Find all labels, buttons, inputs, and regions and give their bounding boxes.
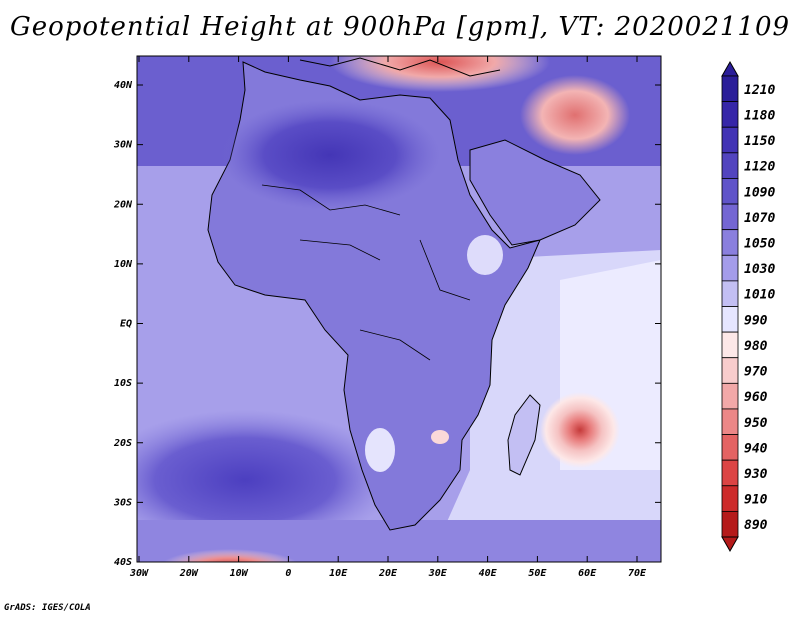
map-panel <box>137 56 661 562</box>
lon-tick-label: 10W <box>230 568 249 579</box>
colorbar-swatch <box>721 101 739 128</box>
lat-tick-label: 20N <box>113 199 133 210</box>
lat-tick-label: 40S <box>114 557 132 568</box>
colorbar: 1210 1180 1150 1120 1090 1070 1050 1030 1010 990 9… <box>721 60 775 553</box>
colorbar-label: 1010 <box>744 288 775 303</box>
colorbar-label: 1090 <box>744 185 775 200</box>
latitude-axis: 40N 30N 20N 10N EQ 10S 20S 30S 40S <box>113 80 661 568</box>
colorbar-swatch <box>721 485 739 512</box>
colorbar-swatch <box>721 75 739 103</box>
colorbar-label: 960 <box>744 390 768 405</box>
colorbar-swatch <box>721 126 739 154</box>
colorbar-label: 1210 <box>744 83 775 98</box>
south-atlantic-high <box>137 410 395 550</box>
madagascar-land <box>507 394 541 476</box>
colorbar-swatch <box>721 382 739 410</box>
grads-credit: GrADS: IGES/COLA <box>4 603 91 613</box>
colorbar-label: 970 <box>744 365 768 380</box>
map-title: Geopotential Height at 900hPa [gpm], VT:… <box>9 12 791 42</box>
colorbar-label: 890 <box>744 518 768 533</box>
lon-tick-label: 10E <box>329 568 348 579</box>
colorbar-top-arrow <box>721 60 739 77</box>
lon-tick-label: 20E <box>378 568 398 579</box>
middle-east-low <box>520 75 630 155</box>
lat-tick-label: 10S <box>114 378 132 389</box>
colorbar-label: 910 <box>744 493 768 508</box>
lon-tick-label: 70E <box>628 568 647 579</box>
lon-tick-label: 20W <box>179 568 199 579</box>
lon-tick-label: 60E <box>578 568 597 579</box>
colorbar-swatch <box>721 178 739 205</box>
lon-tick-label: 30W <box>129 568 149 579</box>
lon-tick-label: 50E <box>528 568 547 579</box>
colorbar-swatch <box>721 357 739 384</box>
colorbar-label: 950 <box>744 416 768 431</box>
colorbar-swatch <box>721 229 739 256</box>
lat-tick-label: EQ <box>120 319 132 330</box>
lon-tick-label: 40E <box>479 568 498 579</box>
colorbar-label: 1050 <box>744 236 775 251</box>
colorbar-swatch <box>721 459 739 487</box>
lon-tick-label: 30E <box>428 568 448 579</box>
colorbar-swatch <box>721 306 739 333</box>
colorbar-label: 1030 <box>744 262 775 277</box>
colorbar-swatch <box>721 254 739 282</box>
colorbar-swatch <box>721 203 739 231</box>
colorbar-bottom-arrow <box>721 536 739 553</box>
southern-africa-small-low <box>431 430 449 444</box>
colorbar-label: 990 <box>744 313 768 328</box>
sahara-high <box>220 100 440 210</box>
colorbar-label: 980 <box>744 339 768 354</box>
colorbar-label: 1070 <box>744 211 775 226</box>
european-coastline <box>299 57 501 77</box>
lat-tick-label: 40N <box>114 80 133 91</box>
colorbar-label: 1120 <box>744 160 775 175</box>
lat-tick-label: 30S <box>113 497 132 508</box>
lat-tick-label: 30N <box>113 140 133 151</box>
colorbar-swatch <box>721 280 739 307</box>
colorbar-label: 1150 <box>744 134 775 149</box>
longitude-axis: 30W 20W 10W 0 10E 20E 30E 40E 50E 60E 70E <box>129 56 647 579</box>
country-borders <box>261 184 471 361</box>
tropical-cyclone-low <box>540 392 620 468</box>
colorbar-swatch <box>721 331 739 359</box>
lat-tick-label: 20S <box>113 438 132 449</box>
lon-tick-label: 0 <box>285 568 291 579</box>
colorbar-swatch <box>721 152 739 179</box>
colorbar-swatch <box>721 510 739 538</box>
southwest-low <box>162 549 298 562</box>
colorbar-label: 940 <box>744 441 768 456</box>
colorbar-label: 930 <box>744 467 768 482</box>
colorbar-swatch <box>721 408 739 435</box>
colorbar-swatch <box>721 434 739 461</box>
kalahari-patch <box>365 428 395 472</box>
mediterranean-low <box>330 56 550 92</box>
arabia-land <box>469 139 601 246</box>
map-frame <box>136 55 662 563</box>
ethiopian-highland-patch <box>467 235 503 275</box>
lat-tick-label: 10N <box>114 259 133 270</box>
colorbar-label: 1180 <box>744 108 775 123</box>
